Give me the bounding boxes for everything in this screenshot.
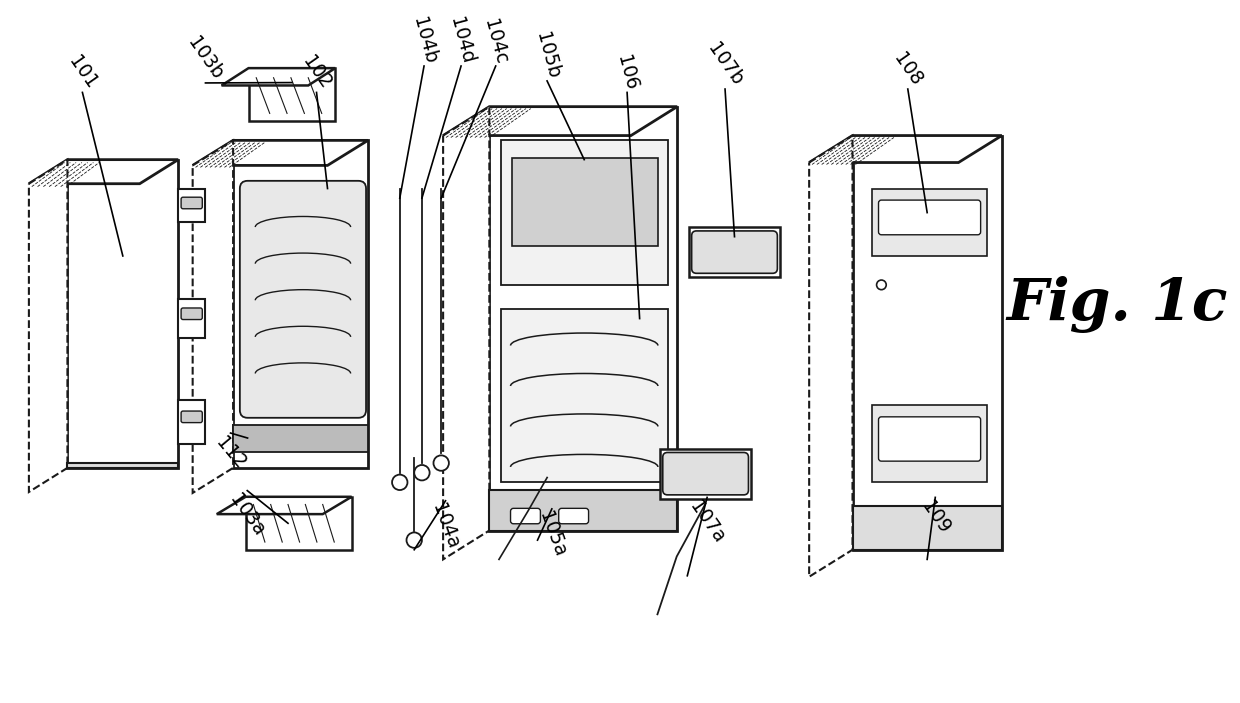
- Polygon shape: [248, 68, 335, 121]
- Polygon shape: [67, 160, 179, 468]
- FancyBboxPatch shape: [239, 181, 366, 418]
- Text: 107a: 107a: [686, 498, 728, 547]
- Text: 103a: 103a: [226, 491, 269, 540]
- Polygon shape: [443, 107, 490, 560]
- Polygon shape: [233, 425, 368, 451]
- Circle shape: [414, 465, 429, 480]
- Text: 102: 102: [299, 52, 335, 92]
- Polygon shape: [512, 157, 658, 246]
- Text: 106: 106: [614, 53, 641, 92]
- Polygon shape: [853, 506, 1002, 550]
- Polygon shape: [233, 141, 368, 468]
- FancyBboxPatch shape: [559, 508, 589, 524]
- Circle shape: [407, 532, 422, 548]
- FancyBboxPatch shape: [662, 453, 749, 495]
- Polygon shape: [810, 136, 853, 576]
- Polygon shape: [67, 463, 179, 468]
- Circle shape: [392, 475, 408, 490]
- FancyBboxPatch shape: [511, 508, 541, 524]
- FancyBboxPatch shape: [878, 200, 981, 235]
- Bar: [179, 401, 205, 444]
- Polygon shape: [501, 309, 667, 482]
- Polygon shape: [192, 141, 233, 493]
- Polygon shape: [222, 68, 335, 86]
- Text: 107b: 107b: [703, 39, 746, 89]
- Polygon shape: [443, 107, 677, 136]
- Bar: [660, 449, 751, 498]
- Text: 101: 101: [64, 52, 100, 92]
- Text: 109: 109: [918, 498, 954, 538]
- Polygon shape: [490, 490, 677, 531]
- Text: 103b: 103b: [184, 33, 227, 83]
- Polygon shape: [192, 141, 368, 165]
- Text: 105a: 105a: [534, 509, 569, 560]
- Text: 104d: 104d: [445, 15, 476, 66]
- Polygon shape: [501, 141, 667, 285]
- Polygon shape: [217, 497, 352, 514]
- Text: 112: 112: [212, 433, 249, 472]
- Polygon shape: [872, 188, 987, 256]
- Bar: [179, 188, 205, 222]
- Polygon shape: [810, 136, 1002, 162]
- Text: 108: 108: [890, 49, 926, 89]
- FancyBboxPatch shape: [878, 417, 981, 461]
- Text: 104a: 104a: [429, 501, 463, 552]
- Text: 105b: 105b: [532, 30, 563, 81]
- FancyBboxPatch shape: [181, 198, 202, 209]
- Circle shape: [434, 456, 449, 471]
- Circle shape: [877, 280, 887, 290]
- Text: 104b: 104b: [409, 15, 439, 66]
- Polygon shape: [853, 136, 1002, 550]
- Polygon shape: [29, 160, 67, 492]
- FancyBboxPatch shape: [181, 308, 202, 320]
- Text: 104c: 104c: [481, 17, 511, 66]
- Polygon shape: [490, 107, 677, 531]
- Polygon shape: [872, 405, 987, 482]
- FancyBboxPatch shape: [181, 411, 202, 423]
- FancyBboxPatch shape: [692, 231, 777, 273]
- Polygon shape: [246, 497, 352, 550]
- Polygon shape: [29, 160, 179, 183]
- Text: Fig. 1c: Fig. 1c: [1006, 276, 1228, 333]
- Bar: [688, 227, 780, 277]
- Bar: [179, 299, 205, 338]
